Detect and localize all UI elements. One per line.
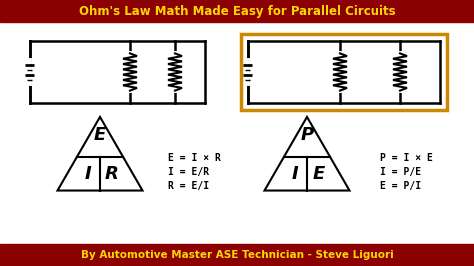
Text: E: E bbox=[94, 126, 106, 144]
Bar bbox=[241, 34, 447, 110]
Text: I: I bbox=[292, 165, 299, 183]
Text: E: E bbox=[312, 165, 325, 183]
Text: I = P/E: I = P/E bbox=[380, 167, 421, 177]
Polygon shape bbox=[57, 117, 143, 190]
Text: I = E/R: I = E/R bbox=[168, 167, 209, 177]
Bar bbox=[0, 0, 474, 22]
Text: Ohm's Law Math Made Easy for Parallel Circuits: Ohm's Law Math Made Easy for Parallel Ci… bbox=[79, 5, 395, 18]
Polygon shape bbox=[264, 117, 349, 190]
Text: P: P bbox=[301, 126, 314, 144]
Bar bbox=[0, 22, 474, 244]
Bar bbox=[0, 244, 474, 266]
Text: R: R bbox=[105, 165, 118, 183]
Text: I: I bbox=[85, 165, 91, 183]
Text: By Automotive Master ASE Technician - Steve Liguori: By Automotive Master ASE Technician - St… bbox=[81, 250, 393, 260]
Text: E = I × R: E = I × R bbox=[168, 153, 221, 163]
Text: E = P/I: E = P/I bbox=[380, 181, 421, 191]
Text: P = I × E: P = I × E bbox=[380, 153, 433, 163]
Text: R = E/I: R = E/I bbox=[168, 181, 209, 191]
